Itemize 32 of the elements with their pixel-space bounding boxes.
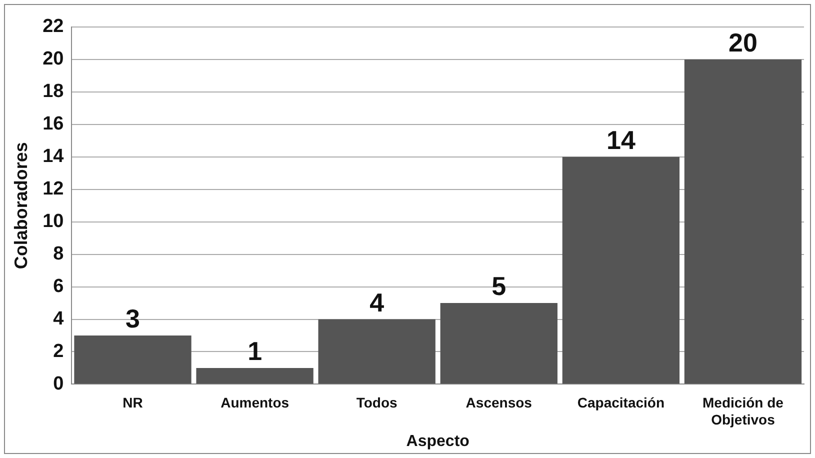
y-tick-label: 14: [42, 146, 64, 168]
data-label: 5: [492, 271, 506, 302]
x-tick-label: Todos: [356, 394, 398, 410]
y-tick-label: 12: [42, 178, 64, 200]
y-tick-label: 2: [53, 340, 64, 362]
bar: [562, 156, 680, 384]
data-label: 14: [606, 125, 636, 156]
y-tick-label: 18: [42, 81, 64, 102]
bar: [684, 59, 802, 384]
y-tick-label: 10: [42, 211, 64, 232]
data-label: 20: [728, 28, 758, 58]
data-label: 1: [248, 336, 262, 366]
bar: [318, 319, 436, 384]
y-tick-label: 4: [53, 308, 64, 330]
data-label: 3: [126, 304, 140, 334]
x-axis-title: Aspecto: [406, 432, 470, 450]
x-tick-label: Ascensos: [466, 394, 532, 410]
y-tick-label: 22: [42, 16, 64, 38]
y-tick-label: 20: [42, 48, 64, 70]
y-tick-label: 16: [42, 114, 64, 135]
x-tick-label: Aumentos: [220, 394, 290, 410]
data-label: 4: [370, 287, 385, 318]
x-tick-label: Medición de Objetivos: [702, 394, 784, 428]
y-axis-title: Colaboradores: [10, 142, 31, 270]
bar: [440, 303, 558, 384]
x-tick-label: NR: [122, 394, 143, 410]
y-tick-label: 8: [53, 244, 64, 265]
bar: [196, 368, 314, 384]
x-tick-label: Capacitación: [577, 394, 665, 410]
y-tick-label: 0: [53, 373, 64, 394]
bar: [74, 335, 192, 384]
y-tick-label: 6: [53, 276, 64, 298]
